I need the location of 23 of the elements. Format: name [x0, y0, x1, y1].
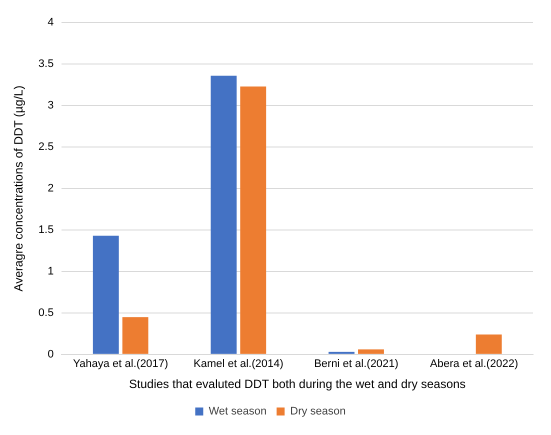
y-tick-label: 2.5	[38, 141, 54, 154]
y-tick-label: 2	[48, 182, 54, 195]
y-tick-label: 3	[48, 100, 54, 112]
y-tick-label: 1	[48, 265, 54, 278]
x-tick-label: Kamel et al.(2014)	[193, 358, 284, 370]
y-tick-label: 1.5	[38, 224, 54, 236]
x-tick-label: Yahaya et al.(2017)	[73, 358, 168, 370]
x-tick-label: Berni et al.(2021)	[314, 358, 398, 370]
bar	[122, 317, 148, 354]
bar	[358, 349, 384, 354]
legend-label: Wet season	[208, 406, 267, 418]
bar	[92, 236, 119, 354]
bar	[210, 76, 237, 354]
y-tick-label: 3.5	[38, 58, 54, 70]
bar	[240, 86, 266, 354]
y-tick-label: 0	[48, 348, 54, 360]
y-tick-label: 4	[48, 16, 54, 29]
y-axis-title: Averagre concentrations of DDT (µg/L)	[12, 86, 26, 292]
bar	[476, 334, 502, 354]
legend-label: Dry season	[290, 406, 346, 418]
x-tick-label: Abera et al.(2022)	[430, 358, 518, 370]
y-tick-label: 0.5	[38, 306, 54, 319]
x-axis-title: Studies that evaluted DDT both during the wet and dry seasons	[129, 377, 466, 392]
